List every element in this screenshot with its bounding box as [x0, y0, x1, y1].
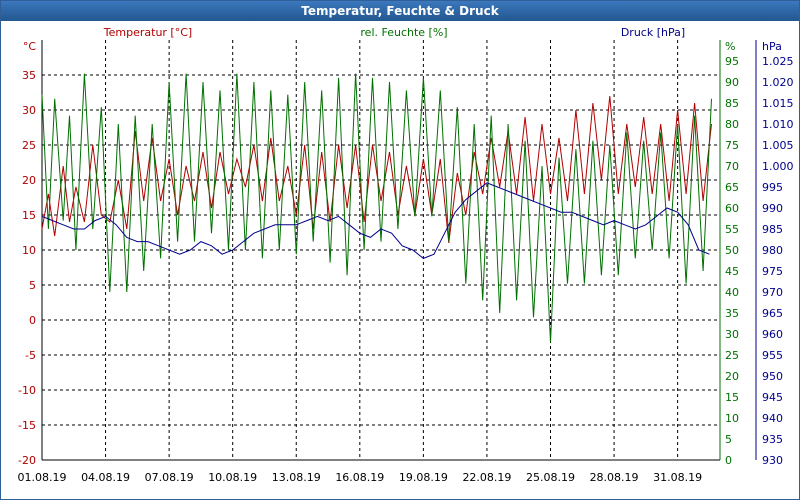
- plot-frame: [41, 40, 757, 461]
- title-bar: Temperatur, Feuchte & Druck: [1, 1, 799, 21]
- temperature-unit-label: °C: [23, 40, 37, 53]
- humidity-tick-label: 60: [725, 202, 739, 215]
- humidity-tick-label: 40: [725, 286, 739, 299]
- humidity-tick-label: 45: [725, 265, 739, 278]
- humidity-tick-label: 20: [725, 370, 739, 383]
- humidity-tick-label: 5: [725, 433, 732, 446]
- x-tick-label: 04.08.19: [81, 471, 130, 484]
- temperature-tick-label: -15: [18, 419, 36, 432]
- x-tick-label: 10.08.19: [208, 471, 257, 484]
- temperature-tick-label: 15: [22, 209, 36, 222]
- x-tick-label: 28.08.19: [590, 471, 639, 484]
- temperature-tick-label: -5: [25, 349, 36, 362]
- x-tick-label: 22.08.19: [462, 471, 511, 484]
- temperature-axis-title: Temperatur [°C]: [103, 26, 192, 39]
- humidity-tick-label: 90: [725, 76, 739, 89]
- chart-title: Temperatur, Feuchte & Druck: [301, 4, 499, 18]
- pressure-tick-label: 990: [762, 202, 783, 215]
- humidity-tick-label: 15: [725, 391, 739, 404]
- humidity-unit-label: %: [725, 40, 735, 53]
- x-tick-label: 13.08.19: [272, 471, 321, 484]
- pressure-tick-label: 980: [762, 244, 783, 257]
- x-tick-label: 19.08.19: [399, 471, 448, 484]
- pressure-tick-label: 970: [762, 286, 783, 299]
- humidity-tick-label: 0: [725, 454, 732, 467]
- grid-lines: [42, 40, 720, 460]
- humidity-series-line: [41, 73, 712, 343]
- pressure-tick-label: 995: [762, 181, 783, 194]
- temperature-tick-label: 30: [22, 104, 36, 117]
- pressure-tick-label: 975: [762, 265, 783, 278]
- humidity-tick-label: 10: [725, 412, 739, 425]
- humidity-tick-label: 30: [725, 328, 739, 341]
- pressure-tick-label: 935: [762, 433, 783, 446]
- temperature-tick-label: 0: [29, 314, 36, 327]
- pressure-tick-label: 945: [762, 391, 783, 404]
- humidity-tick-label: 75: [725, 139, 739, 152]
- pressure-tick-label: 1.020: [762, 76, 794, 89]
- pressure-tick-label: 965: [762, 307, 783, 320]
- pressure-unit-label: hPa: [762, 40, 782, 53]
- humidity-tick-label: 35: [725, 307, 739, 320]
- humidity-tick-label: 25: [725, 349, 739, 362]
- temperature-tick-label: 35: [22, 69, 36, 82]
- pressure-series-line: [41, 182, 710, 259]
- temperature-series-line: [41, 95, 712, 244]
- humidity-tick-label: 70: [725, 160, 739, 173]
- temperature-tick-label: -20: [18, 454, 36, 467]
- humidity-tick-label: 85: [725, 97, 739, 110]
- pressure-axis-title: Druck [hPa]: [621, 26, 685, 39]
- x-tick-label: 25.08.19: [526, 471, 575, 484]
- pressure-tick-label: 1.005: [762, 139, 794, 152]
- humidity-tick-label: 55: [725, 223, 739, 236]
- pressure-tick-label: 950: [762, 370, 783, 383]
- x-tick-label: 31.08.19: [653, 471, 702, 484]
- humidity-tick-label: 80: [725, 118, 739, 131]
- pressure-tick-label: 955: [762, 349, 783, 362]
- pressure-tick-label: 960: [762, 328, 783, 341]
- series-lines: [41, 73, 712, 343]
- x-tick-label: 16.08.19: [335, 471, 384, 484]
- humidity-tick-label: 50: [725, 244, 739, 257]
- temperature-tick-label: 25: [22, 139, 36, 152]
- humidity-tick-label: 95: [725, 55, 739, 68]
- humidity-tick-label: 65: [725, 181, 739, 194]
- pressure-tick-label: 1.010: [762, 118, 794, 131]
- pressure-tick-label: 1.015: [762, 97, 794, 110]
- axis-labels: -20 -15 -10 -5 0 5 10 15 20 25 30 35 0 5 10 15 20 25 30 35 4…: [18, 26, 794, 484]
- pressure-tick-label: 930: [762, 454, 783, 467]
- pressure-tick-label: 985: [762, 223, 783, 236]
- temperature-tick-label: 10: [22, 244, 36, 257]
- pressure-tick-label: 940: [762, 412, 783, 425]
- temperature-tick-label: -10: [18, 384, 36, 397]
- temperature-tick-label: 5: [29, 279, 36, 292]
- pressure-tick-label: 1.025: [762, 55, 794, 68]
- humidity-axis-title: rel. Feuchte [%]: [360, 26, 447, 39]
- x-tick-label: 07.08.19: [145, 471, 194, 484]
- pressure-tick-label: 1.000: [762, 160, 794, 173]
- x-tick-label: 01.08.19: [18, 471, 67, 484]
- temperature-tick-label: 20: [22, 174, 36, 187]
